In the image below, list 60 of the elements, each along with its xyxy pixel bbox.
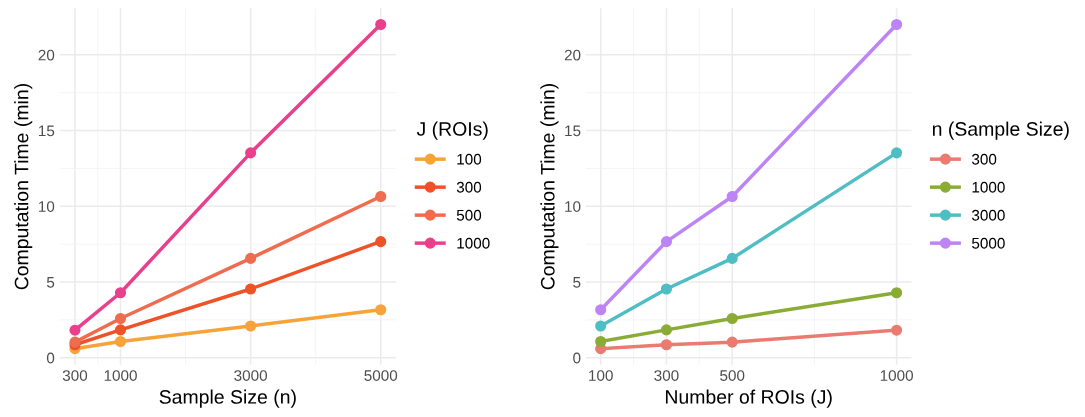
point xyxy=(245,283,257,295)
point xyxy=(660,324,673,336)
point xyxy=(114,335,127,348)
legend-label: 300 xyxy=(456,181,482,193)
y-axis-title: Computation Time (min) xyxy=(14,84,33,290)
x-tick-label: 5000 xyxy=(364,370,398,381)
x-tick-label: 1000 xyxy=(104,370,137,381)
y-tick-label: 15 xyxy=(565,125,581,137)
legend-label: 500 xyxy=(456,209,482,221)
y-tick-label: 0 xyxy=(573,352,581,364)
point xyxy=(660,283,673,295)
point xyxy=(726,190,738,203)
y-tick-label: 5 xyxy=(46,277,55,288)
point xyxy=(891,147,903,159)
point xyxy=(114,312,127,325)
legend-label: 1000 xyxy=(457,237,490,249)
point xyxy=(595,304,607,316)
point xyxy=(660,339,673,351)
y-tick-label: 10 xyxy=(565,201,581,212)
point xyxy=(245,147,257,159)
point xyxy=(595,320,607,332)
y-tick-label: 15 xyxy=(38,125,55,137)
point xyxy=(375,18,387,31)
y-tick-label: 20 xyxy=(564,49,581,61)
legend-label: 100 xyxy=(457,153,482,165)
legend-title: J (ROIs) xyxy=(416,121,488,140)
legend-title: n (Sample Size) xyxy=(932,121,1069,140)
x-axis-title: Number of ROIs (J) xyxy=(665,389,832,408)
y-tick-label: 20 xyxy=(38,49,55,61)
point xyxy=(245,252,257,264)
point xyxy=(375,304,387,316)
legend-label: 300 xyxy=(971,153,997,165)
point xyxy=(726,336,738,348)
y-tick-label: 0 xyxy=(46,352,55,364)
point xyxy=(891,18,903,31)
legend-label: 5000 xyxy=(971,237,1005,249)
x-tick-label: 300 xyxy=(654,370,679,381)
legend-label: 3000 xyxy=(971,209,1005,221)
point xyxy=(595,335,607,348)
point xyxy=(660,236,673,248)
point xyxy=(726,252,738,264)
point xyxy=(375,236,387,248)
x-tick-label: 3000 xyxy=(234,370,268,381)
x-tick-label: 500 xyxy=(720,370,745,381)
x-tick-label: 100 xyxy=(589,370,613,381)
x-tick-label: 300 xyxy=(62,370,88,381)
x-tick-label: 1000 xyxy=(880,370,913,381)
point xyxy=(114,324,127,336)
x-axis-title: Sample Size (n) xyxy=(159,389,296,408)
point xyxy=(891,287,903,299)
point xyxy=(245,320,257,332)
y-tick-label: 10 xyxy=(38,201,55,212)
y-tick-label: 5 xyxy=(573,277,581,288)
point xyxy=(69,324,81,336)
point xyxy=(726,312,738,325)
y-axis-title: Computation Time (min) xyxy=(540,84,559,290)
point xyxy=(114,287,127,299)
legend-label: 1000 xyxy=(972,181,1005,193)
point xyxy=(891,324,903,336)
point xyxy=(375,190,387,203)
